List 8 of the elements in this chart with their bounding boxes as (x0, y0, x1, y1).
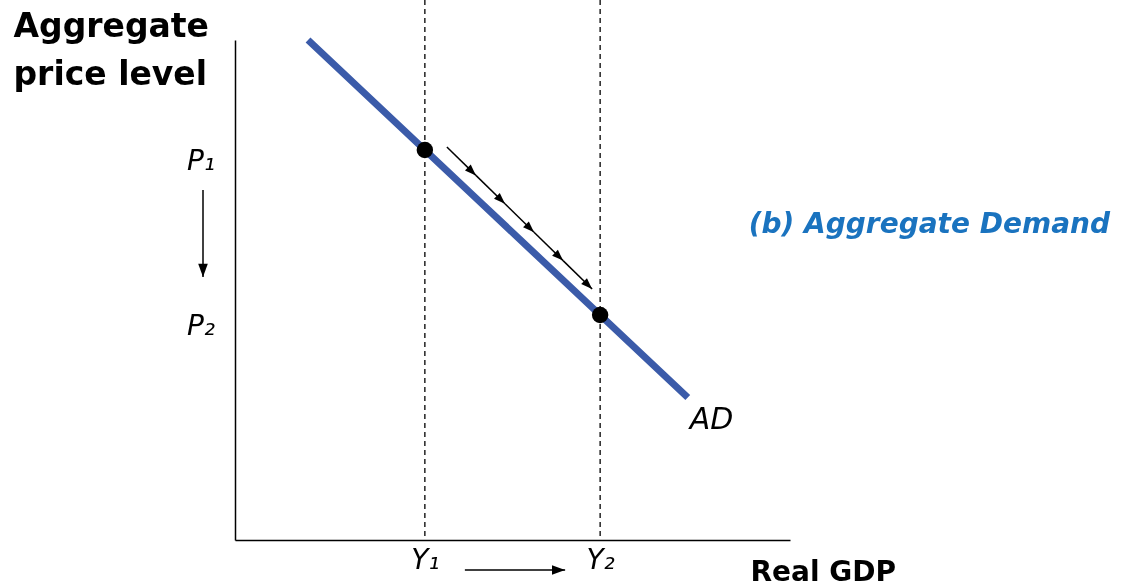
text: P₁ (186, 144, 215, 177)
x-axis-title: Real GDP (750, 554, 897, 588)
y-axis-title: Aggregate price level (13, 5, 209, 93)
x-tick-label: Y₂ (586, 542, 615, 576)
series-label: AD (687, 400, 734, 436)
text: P₂ (186, 309, 215, 342)
annotation: (b) Aggregate Demand (748, 207, 1111, 240)
x-tick-label: Y₁ (411, 542, 440, 576)
